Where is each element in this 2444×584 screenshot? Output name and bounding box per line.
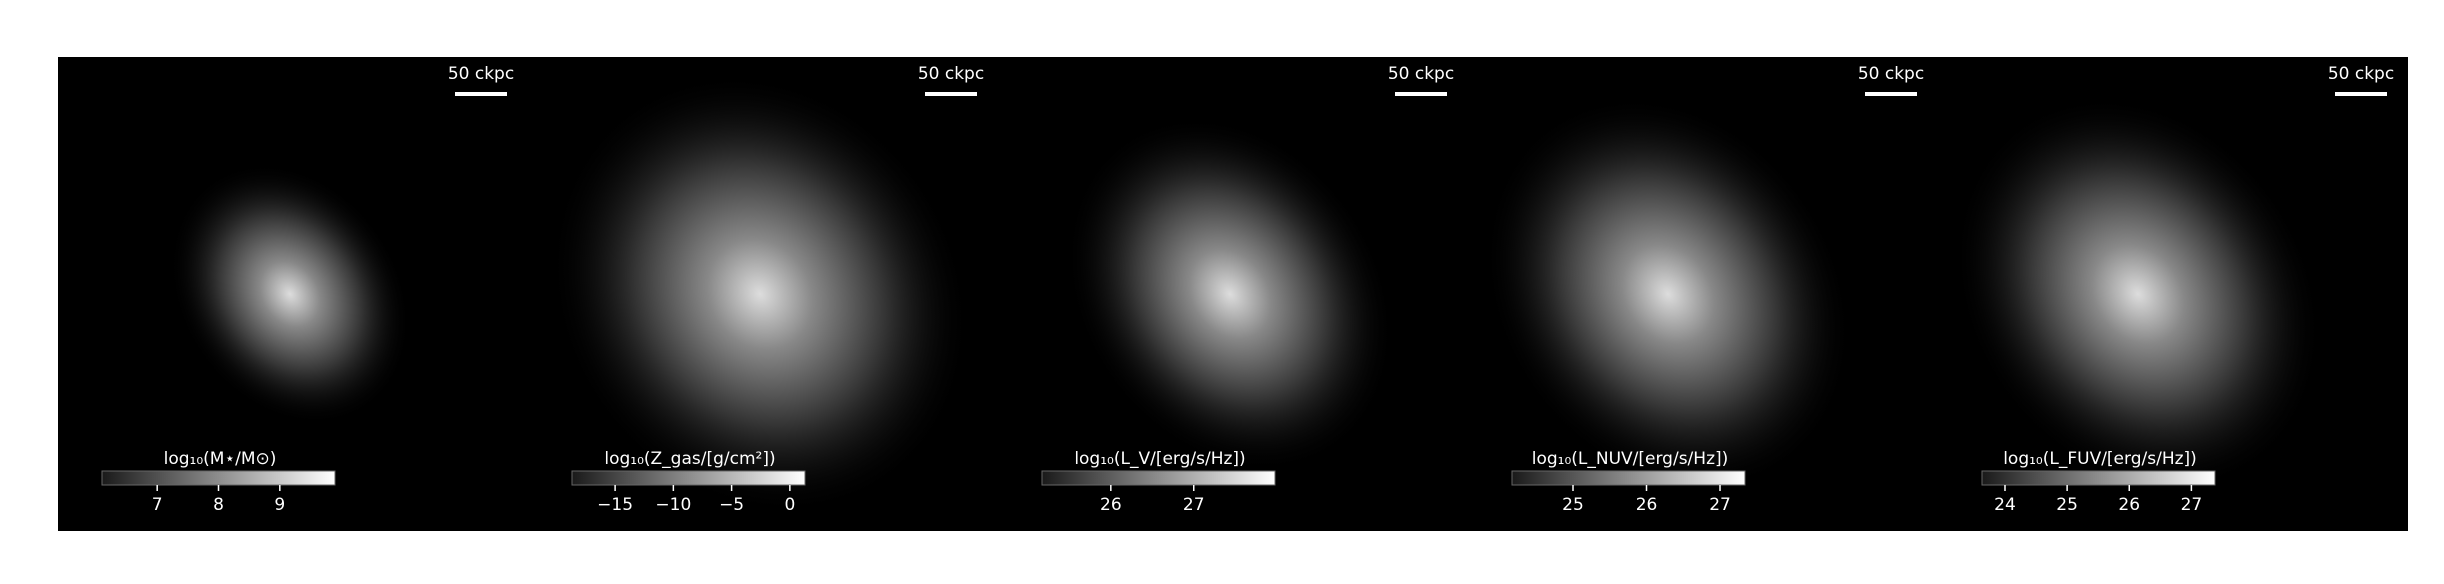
colorbar-tick-label: 25 bbox=[2056, 495, 2078, 515]
colorbar-label: log₁₀(L_NUV/[erg/s/Hz]) bbox=[1532, 449, 1729, 469]
colorbar bbox=[1041, 470, 1276, 486]
colorbar-tick-label: 27 bbox=[1183, 495, 1205, 515]
colorbar-tick-label: 27 bbox=[1709, 495, 1731, 515]
colorbar bbox=[101, 470, 336, 486]
scale-label: 50 ckpc bbox=[2328, 64, 2394, 84]
colorbar-tick-label: 26 bbox=[1100, 495, 1122, 515]
scale-label: 50 ckpc bbox=[918, 64, 984, 84]
colorbar-tick-label: −5 bbox=[719, 495, 744, 515]
image-blob bbox=[1065, 116, 1395, 472]
image-blob bbox=[1483, 96, 1853, 492]
colorbar-tick-label: 8 bbox=[213, 495, 224, 515]
image-blob bbox=[169, 163, 411, 425]
scale-label: 50 ckpc bbox=[448, 64, 514, 84]
image-blob bbox=[549, 73, 971, 515]
colorbar bbox=[1981, 470, 2216, 486]
colorbar-tick-label: 0 bbox=[784, 495, 795, 515]
colorbar bbox=[1511, 470, 1746, 486]
colorbar-tick-label: −15 bbox=[597, 495, 633, 515]
colorbar-label: log₁₀(L_V/[erg/s/Hz]) bbox=[1074, 449, 1245, 469]
scale-label: 50 ckpc bbox=[1388, 64, 1454, 84]
colorbar-tick-label: 25 bbox=[1562, 495, 1584, 515]
colorbar-tick-label: 7 bbox=[152, 495, 163, 515]
colorbar-tick-label: 9 bbox=[274, 495, 285, 515]
colorbar-tick-label: 26 bbox=[2118, 495, 2140, 515]
colorbar-label: log₁₀(M⋆/M⊙) bbox=[164, 449, 277, 469]
colorbar-tick-label: −10 bbox=[655, 495, 691, 515]
colorbar-tick-label: 24 bbox=[1994, 495, 2016, 515]
colorbar-label: log₁₀(Z_gas/[g/cm²]) bbox=[604, 449, 775, 469]
colorbar-tick-label: 27 bbox=[2181, 495, 2203, 515]
colorbar-tick-label: 26 bbox=[1636, 495, 1658, 515]
image-blob bbox=[1953, 96, 2323, 492]
scale-label: 50 ckpc bbox=[1858, 64, 1924, 84]
colorbar bbox=[571, 470, 806, 486]
colorbar-label: log₁₀(L_FUV/[erg/s/Hz]) bbox=[2003, 449, 2197, 469]
